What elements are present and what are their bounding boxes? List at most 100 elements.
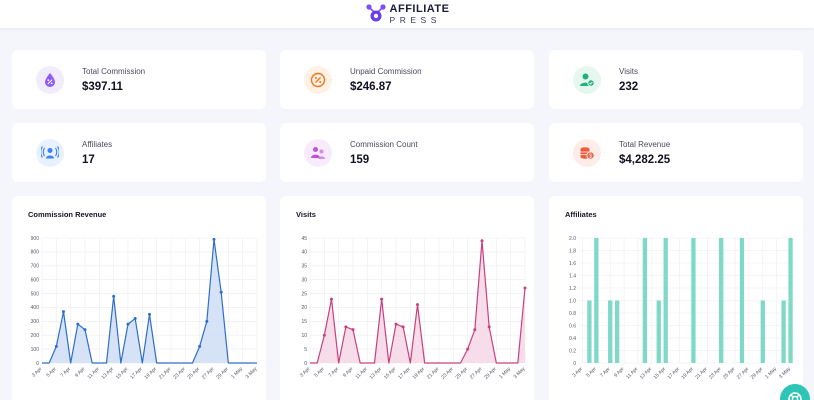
chart-card-commission-revenue: Commission Revenue 0 100 200 300 400 500 600 70… <box>12 196 266 400</box>
visits-chart: 0 5 10 15 20 25 30 35 40 45 3 Apr 5 Apr 7 Apr 9 Apr 11… <box>299 236 527 381</box>
data-point <box>205 319 209 323</box>
x-tick-label: 27 Apr <box>201 366 216 381</box>
y-tick-label: 200 <box>31 333 40 339</box>
x-tick-label: 7 Apr <box>599 366 612 379</box>
y-tick-label: 800 <box>31 250 40 256</box>
chart-title: Visits <box>296 210 316 219</box>
y-tick-label: 1.8 <box>569 248 576 254</box>
data-point <box>487 325 491 329</box>
stat-card-affiliates: Affiliates 17 <box>12 123 266 182</box>
x-tick-label: 19 Apr <box>412 366 427 381</box>
bar <box>739 238 745 363</box>
stat-card-total-revenue: $ Total Revenue $4,282.25 <box>549 123 803 182</box>
x-tick-label: 3 May <box>513 366 527 380</box>
y-tick-label: 300 <box>31 319 40 325</box>
stat-label: Commission Count <box>350 139 418 149</box>
data-point <box>83 328 87 332</box>
data-point <box>416 303 419 307</box>
y-tick-label: 10 <box>301 333 307 339</box>
x-tick-label: 27 Apr <box>469 366 484 381</box>
y-tick-label: 500 <box>31 291 40 297</box>
y-tick-label: 30 <box>301 277 307 283</box>
stat-value: $246.87 <box>350 80 392 93</box>
brand-name-line2: PRESS <box>389 14 441 25</box>
x-tick-label: 9 Apr <box>74 366 87 379</box>
chart-title: Affiliates <box>565 210 597 219</box>
data-point <box>198 344 202 348</box>
x-tick-label: 7 Apr <box>60 366 73 379</box>
y-tick-label: 100 <box>31 347 40 353</box>
x-tick-label: 3 Apr <box>571 366 584 379</box>
x-tick-label: 3 May <box>245 366 259 380</box>
x-tick-label: 25 Apr <box>722 366 737 381</box>
data-point <box>394 322 398 326</box>
svg-text:$: $ <box>589 153 592 159</box>
commission-revenue-chart: 0 100 200 300 400 500 600 700 800 900 3 Apr 5 Apr 7 … <box>31 236 259 381</box>
y-tick-label: 400 <box>31 305 40 311</box>
bar <box>656 300 661 363</box>
y-tick-label: 0 <box>573 361 576 367</box>
stat-value: $4,282.25 <box>619 153 671 166</box>
data-point <box>133 317 137 321</box>
stat-value: 159 <box>350 153 370 166</box>
support-button[interactable] <box>780 384 810 400</box>
stat-label: Affiliates <box>82 139 113 149</box>
user-check-icon <box>573 65 601 94</box>
data-point <box>62 310 65 314</box>
bar <box>691 238 696 363</box>
data-point <box>480 239 484 243</box>
x-tick-label: 21 Apr <box>694 366 709 381</box>
percent-drop-icon <box>36 65 64 94</box>
y-tick-label: 0 <box>36 361 39 367</box>
brand-logo[interactable]: AFFILIATE PRESS <box>365 3 450 25</box>
x-tick-label: 29 Apr <box>215 366 230 381</box>
bar <box>608 300 613 363</box>
x-tick-label: 23 Apr <box>172 366 187 381</box>
x-tick-label: 1 May <box>230 366 244 380</box>
data-point <box>54 344 58 348</box>
x-tick-label: 17 Apr <box>129 366 144 381</box>
x-tick-label: 29 Apr <box>483 366 498 381</box>
y-tick-label: 1.4 <box>569 273 576 279</box>
x-tick-label: 9 Apr <box>613 366 626 379</box>
chart-card-affiliates: Affiliates 0 0.2 0.4 0.6 0.8 1.0 1.2 1.4 1.6 1.8 2… <box>549 196 803 400</box>
x-tick-label: 25 Apr <box>455 366 470 381</box>
data-point <box>466 347 470 351</box>
bar <box>781 300 786 363</box>
users-icon <box>304 138 332 167</box>
x-tick-label: 5 Apr <box>313 366 326 379</box>
x-tick-label: 19 Apr <box>144 366 159 381</box>
bar <box>614 300 620 363</box>
x-tick-label: 5 Apr <box>585 366 598 379</box>
y-tick-label: 1.6 <box>569 261 576 267</box>
x-tick-label: 5 Apr <box>45 366 58 379</box>
x-tick-label: 15 Apr <box>383 366 398 381</box>
stat-card-total-commission: Total Commission $397.11 <box>12 50 266 109</box>
x-tick-label: 11 Apr <box>355 366 369 380</box>
data-point <box>219 290 223 294</box>
y-tick-label: 5 <box>304 347 307 353</box>
y-tick-label: 20 <box>301 305 307 311</box>
x-tick-label: 13 Apr <box>369 366 384 381</box>
bar <box>642 238 648 363</box>
x-tick-label: 27 Apr <box>736 366 751 381</box>
percent-circle-icon <box>304 65 332 94</box>
x-tick-label: 25 Apr <box>187 366 202 381</box>
data-point <box>344 325 348 329</box>
stat-card-visits: Visits 232 <box>549 50 803 109</box>
broadcast-user-icon <box>36 138 64 167</box>
x-tick-label: 19 Apr <box>680 366 695 381</box>
x-tick-label: 7 Apr <box>328 366 341 379</box>
x-tick-label: 17 Apr <box>397 366 412 381</box>
stat-value: 17 <box>82 153 95 166</box>
affiliates-chart: 0 0.2 0.4 0.6 0.8 1.0 1.2 1.4 1.6 1.8 2.0 3 Apr 5 Ap… <box>569 236 794 381</box>
stat-value: $397.11 <box>82 80 123 93</box>
data-point <box>126 322 130 326</box>
chart-title: Commission Revenue <box>28 210 107 219</box>
y-tick-label: 0.4 <box>569 336 576 342</box>
data-point <box>112 294 116 298</box>
y-tick-label: 2.0 <box>569 236 576 242</box>
data-point <box>322 333 326 337</box>
bar <box>663 238 668 363</box>
x-tick-label: 3 Apr <box>31 366 44 379</box>
